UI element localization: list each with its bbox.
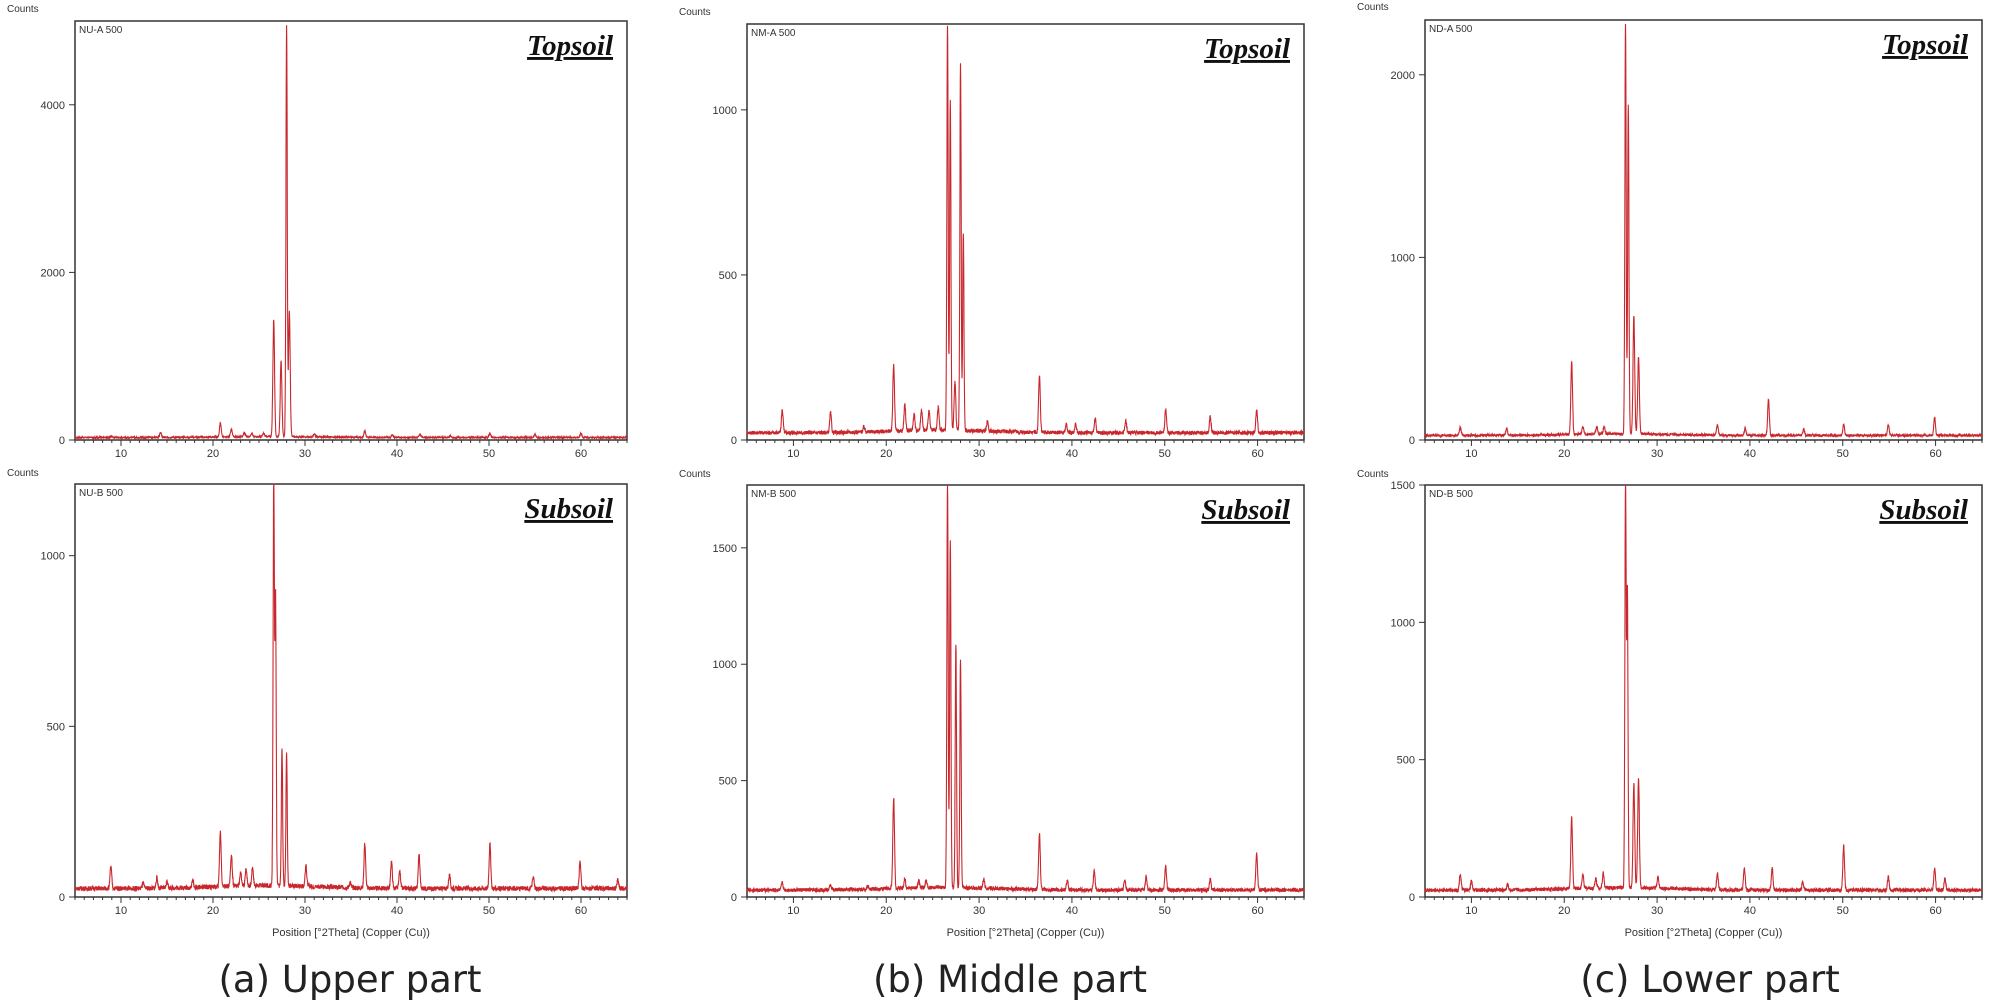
sample-label-lower-subsoil: ND-B 500	[1429, 489, 1473, 500]
y-tick-label-middle-topsoil-1000: 1000	[713, 105, 737, 117]
y-tick-label-lower-subsoil-500: 500	[1397, 755, 1415, 767]
x-tick-label-middle-subsoil-10: 10	[787, 905, 799, 917]
plot-frame-upper-subsoil	[74, 483, 628, 898]
y-axis-label-lower-topsoil: Counts	[1357, 2, 1389, 13]
y-tick-label-lower-subsoil-1000: 1000	[1391, 617, 1415, 629]
x-tick-label-lower-subsoil-40: 40	[1744, 905, 1756, 917]
sample-label-middle-subsoil: NM-B 500	[751, 489, 796, 500]
caption-upper-part: (a) Upper part	[218, 958, 482, 1001]
x-tick-label-middle-topsoil-40: 40	[1066, 448, 1078, 460]
pattern-line-lower-subsoil	[1424, 484, 1983, 894]
x-tick-label-upper-subsoil-50: 50	[483, 905, 495, 917]
title-lower-subsoil: Subsoil	[1879, 494, 1969, 526]
title-middle-subsoil: Subsoil	[1201, 494, 1291, 526]
plot-frame-upper-topsoil	[74, 20, 628, 441]
plot-frame-middle-subsoil	[746, 484, 1305, 898]
sample-label-lower-topsoil: ND-A 500	[1429, 24, 1473, 35]
x-tick-label-upper-topsoil-60: 60	[575, 448, 587, 460]
caption-middle-part: (b) Middle part	[873, 958, 1147, 1001]
x-tick-label-lower-subsoil-50: 50	[1837, 905, 1849, 917]
title-middle-topsoil: Topsoil	[1204, 33, 1291, 65]
x-tick-label-middle-topsoil-60: 60	[1251, 448, 1263, 460]
y-tick-label-upper-subsoil-500: 500	[47, 721, 65, 733]
y-tick-label-middle-topsoil-500: 500	[719, 270, 737, 282]
y-tick-label-upper-topsoil-0: 0	[59, 435, 65, 447]
x-tick-label-middle-subsoil-30: 30	[973, 905, 985, 917]
sample-label-upper-topsoil: NU-A 500	[79, 25, 123, 36]
y-tick-label-lower-topsoil-2000: 2000	[1391, 70, 1415, 82]
x-tick-label-upper-subsoil-40: 40	[391, 905, 403, 917]
x-tick-label-lower-topsoil-20: 20	[1558, 448, 1570, 460]
x-tick-label-middle-topsoil-10: 10	[787, 448, 799, 460]
plot-frame-lower-topsoil	[1424, 19, 1983, 441]
x-tick-label-upper-topsoil-40: 40	[391, 448, 403, 460]
x-tick-label-middle-subsoil-60: 60	[1251, 905, 1263, 917]
x-tick-label-lower-subsoil-10: 10	[1465, 905, 1477, 917]
y-tick-label-middle-subsoil-1000: 1000	[713, 659, 737, 671]
y-tick-label-upper-subsoil-0: 0	[59, 892, 65, 904]
plot-frame-lower-subsoil	[1424, 484, 1983, 898]
y-tick-label-middle-topsoil-0: 0	[731, 435, 737, 447]
y-axis-label-middle-topsoil: Counts	[679, 7, 711, 18]
x-tick-label-lower-subsoil-20: 20	[1558, 905, 1570, 917]
x-tick-label-middle-topsoil-30: 30	[973, 448, 985, 460]
x-tick-label-upper-topsoil-20: 20	[207, 448, 219, 460]
x-tick-label-middle-subsoil-20: 20	[880, 905, 892, 917]
y-axis-label-upper-topsoil: Counts	[7, 4, 39, 15]
x-tick-label-upper-subsoil-10: 10	[115, 905, 127, 917]
title-upper-subsoil: Subsoil	[524, 493, 614, 525]
sample-label-middle-topsoil: NM-A 500	[751, 28, 796, 39]
x-tick-label-lower-topsoil-50: 50	[1837, 448, 1849, 460]
plot-frame-middle-topsoil	[746, 23, 1305, 441]
x-axis-label-lower-subsoil: Position [°2Theta] (Copper (Cu))	[1625, 927, 1783, 939]
pattern-line-middle-subsoil	[746, 484, 1305, 894]
y-axis-label-upper-subsoil: Counts	[7, 468, 39, 479]
pattern-line-upper-topsoil	[74, 25, 628, 441]
caption-lower-part: (c) Lower part	[1580, 958, 1840, 1001]
x-tick-label-middle-subsoil-40: 40	[1066, 905, 1078, 917]
x-axis-label-middle-subsoil: Position [°2Theta] (Copper (Cu))	[947, 927, 1105, 939]
y-tick-label-lower-topsoil-0: 0	[1409, 435, 1415, 447]
x-tick-label-upper-subsoil-30: 30	[299, 905, 311, 917]
y-tick-label-middle-subsoil-1500: 1500	[713, 543, 737, 555]
y-tick-label-upper-topsoil-4000: 4000	[41, 100, 65, 112]
title-lower-topsoil: Topsoil	[1882, 29, 1969, 61]
y-tick-label-upper-topsoil-2000: 2000	[41, 267, 65, 279]
y-tick-label-middle-subsoil-500: 500	[719, 776, 737, 788]
pattern-line-middle-topsoil	[746, 25, 1305, 437]
y-tick-label-lower-subsoil-0: 0	[1409, 892, 1415, 904]
y-tick-label-upper-subsoil-1000: 1000	[41, 551, 65, 563]
x-tick-label-upper-topsoil-10: 10	[115, 448, 127, 460]
x-tick-label-lower-topsoil-60: 60	[1929, 448, 1941, 460]
pattern-line-upper-subsoil	[74, 483, 628, 893]
pattern-line-lower-topsoil	[1424, 23, 1983, 439]
x-tick-label-lower-topsoil-30: 30	[1651, 448, 1663, 460]
title-upper-topsoil: Topsoil	[527, 30, 614, 62]
x-tick-label-middle-subsoil-50: 50	[1159, 905, 1171, 917]
x-tick-label-lower-subsoil-60: 60	[1929, 905, 1941, 917]
x-tick-label-upper-topsoil-50: 50	[483, 448, 495, 460]
x-tick-label-middle-topsoil-20: 20	[880, 448, 892, 460]
x-tick-label-lower-subsoil-30: 30	[1651, 905, 1663, 917]
x-tick-label-middle-topsoil-50: 50	[1159, 448, 1171, 460]
y-tick-label-middle-subsoil-0: 0	[731, 892, 737, 904]
x-tick-label-lower-topsoil-40: 40	[1744, 448, 1756, 460]
x-tick-label-lower-topsoil-10: 10	[1465, 448, 1477, 460]
x-tick-label-upper-subsoil-20: 20	[207, 905, 219, 917]
x-tick-label-upper-topsoil-30: 30	[299, 448, 311, 460]
y-tick-label-lower-topsoil-1000: 1000	[1391, 252, 1415, 264]
sample-label-upper-subsoil: NU-B 500	[79, 488, 123, 499]
x-tick-label-upper-subsoil-60: 60	[575, 905, 587, 917]
y-axis-label-lower-subsoil: Counts	[1357, 469, 1389, 480]
x-axis-label-upper-subsoil: Position [°2Theta] (Copper (Cu))	[272, 927, 430, 939]
y-axis-label-middle-subsoil: Counts	[679, 469, 711, 480]
y-tick-label-lower-subsoil-1500: 1500	[1391, 480, 1415, 492]
